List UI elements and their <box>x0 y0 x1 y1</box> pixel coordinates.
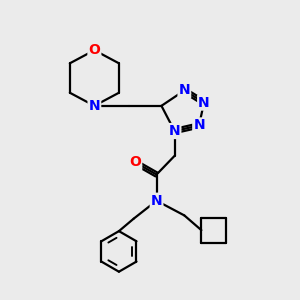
Text: N: N <box>169 124 180 138</box>
Text: N: N <box>178 83 190 98</box>
Text: N: N <box>151 194 162 208</box>
Text: O: O <box>129 155 141 170</box>
Text: N: N <box>198 96 210 110</box>
Text: O: O <box>88 43 100 57</box>
Text: N: N <box>88 99 100 113</box>
Text: N: N <box>193 118 205 133</box>
